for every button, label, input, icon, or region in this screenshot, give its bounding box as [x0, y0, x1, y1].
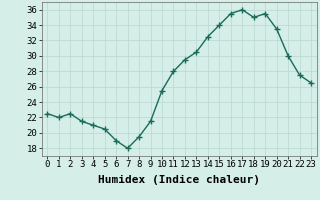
X-axis label: Humidex (Indice chaleur): Humidex (Indice chaleur) — [98, 175, 260, 185]
